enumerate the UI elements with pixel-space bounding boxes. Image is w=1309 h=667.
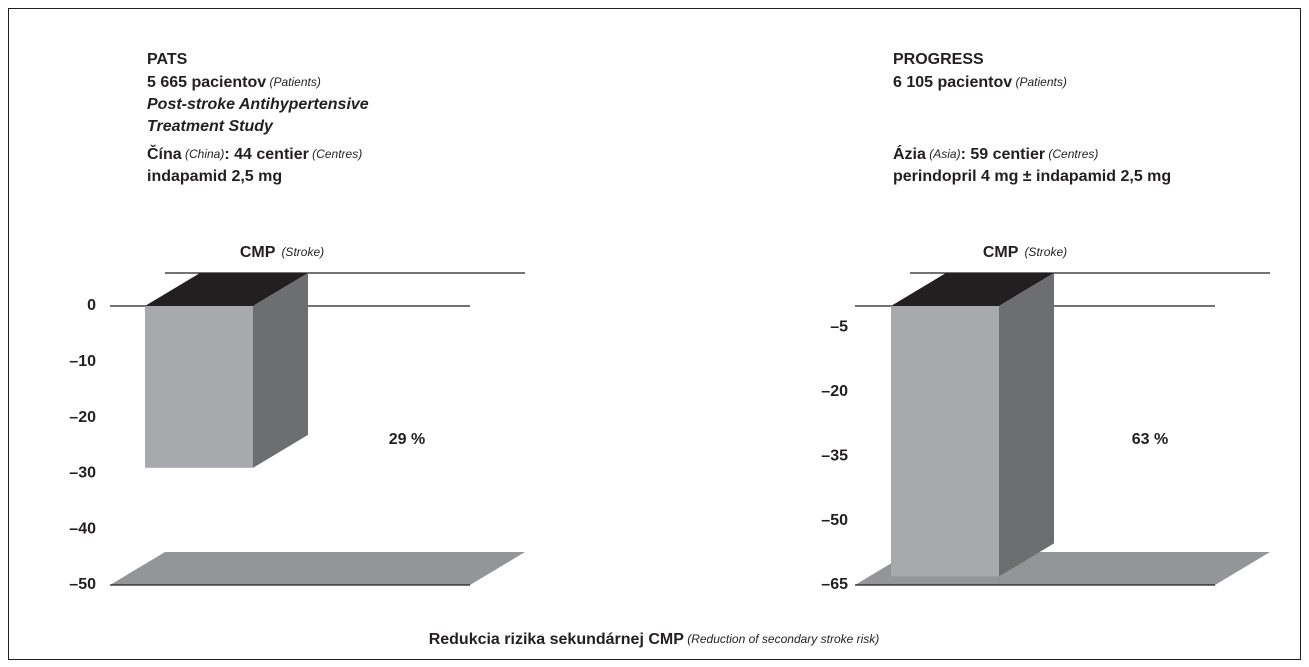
y-tick-label: –30 bbox=[69, 465, 96, 482]
bar-top bbox=[891, 273, 1054, 306]
y-tick-label: –5 bbox=[830, 319, 848, 336]
bar bbox=[145, 306, 253, 468]
info-line: Treatment Study bbox=[147, 118, 274, 135]
info-line: indapamid 2,5 mg bbox=[147, 168, 282, 185]
y-tick-label: –50 bbox=[821, 512, 848, 529]
text-segment: Ázia bbox=[893, 144, 926, 163]
annotation: 29 % bbox=[389, 431, 425, 448]
bar-top bbox=[145, 273, 308, 306]
category-note: (Stroke) bbox=[281, 245, 324, 259]
y-tick-label: –20 bbox=[69, 409, 96, 426]
text-segment: (Centres) bbox=[1045, 147, 1098, 161]
x-axis-label: Redukcia rizika sekundárnej CMP (Reducti… bbox=[429, 631, 880, 648]
y-tick-label: –40 bbox=[69, 520, 96, 537]
floor bbox=[110, 552, 525, 585]
bar-side bbox=[999, 273, 1054, 577]
info-line: 6 105 pacientov (Patients) bbox=[893, 74, 1067, 91]
annotation: 63 % bbox=[1132, 431, 1168, 448]
info-line: 5 665 pacientov (Patients) bbox=[147, 74, 321, 91]
y-tick-label: –10 bbox=[69, 353, 96, 370]
text-segment: (China) bbox=[182, 147, 225, 161]
chart-title: PROGRESS bbox=[893, 51, 984, 68]
info-line: Čína (China): 44 centier (Centres) bbox=[147, 144, 362, 163]
y-tick-label: –20 bbox=[821, 383, 848, 400]
frame bbox=[8, 8, 1301, 660]
info-line: Ázia (Asia): 59 centier (Centres) bbox=[893, 144, 1098, 163]
text-segment: Redukcia rizika sekundárnej CMP bbox=[429, 631, 685, 648]
text-segment: 5 665 pacientov bbox=[147, 74, 266, 91]
text-segment: (Reduction of secondary stroke risk) bbox=[684, 632, 879, 646]
text-segment: Čína bbox=[147, 144, 182, 163]
text-segment: (Centres) bbox=[309, 147, 362, 161]
y-tick-label: –65 bbox=[821, 576, 848, 593]
bar bbox=[891, 306, 999, 577]
text-segment: Treatment Study bbox=[147, 118, 274, 135]
y-tick-label: –50 bbox=[69, 576, 96, 593]
bar-side bbox=[253, 273, 308, 468]
text-segment: Post-stroke Antihypertensive bbox=[147, 96, 369, 113]
category-label: CMP (Stroke) bbox=[983, 244, 1067, 261]
text-segment: (Asia) bbox=[926, 147, 961, 161]
text-segment: (Patients) bbox=[1012, 75, 1067, 89]
text-segment: : 59 centier bbox=[961, 146, 1045, 163]
info-line: perindopril 4 mg ± indapamid 2,5 mg bbox=[893, 168, 1171, 185]
y-tick-label: –35 bbox=[821, 447, 848, 464]
text-segment: 6 105 pacientov bbox=[893, 74, 1012, 91]
category-name: CMP bbox=[240, 244, 276, 261]
text-segment: indapamid 2,5 mg bbox=[147, 168, 282, 185]
text-segment: (Patients) bbox=[266, 75, 321, 89]
category-name: CMP bbox=[983, 244, 1019, 261]
y-tick-label: 0 bbox=[87, 297, 96, 314]
text-segment: : 44 centier bbox=[224, 146, 308, 163]
category-note: (Stroke) bbox=[1024, 245, 1067, 259]
chart-title: PATS bbox=[147, 51, 188, 68]
category-label: CMP (Stroke) bbox=[240, 244, 324, 261]
info-line: Post-stroke Antihypertensive bbox=[147, 96, 369, 113]
text-segment: perindopril 4 mg ± indapamid 2,5 mg bbox=[893, 168, 1171, 185]
